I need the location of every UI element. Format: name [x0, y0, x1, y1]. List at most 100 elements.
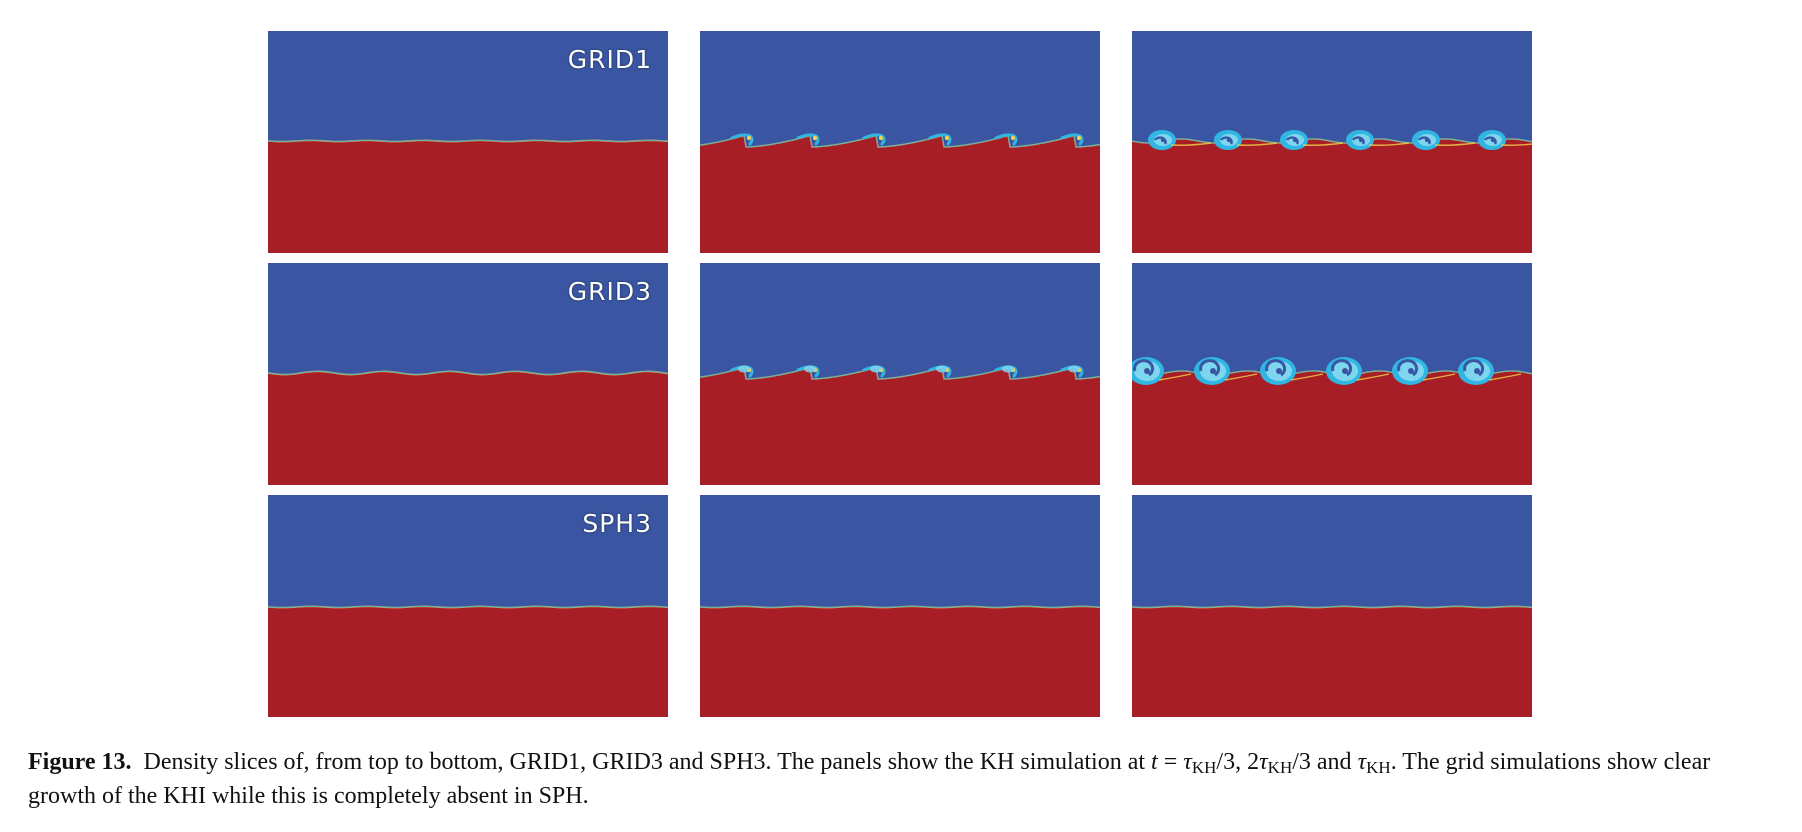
kh-vortex-roll: [1214, 130, 1278, 150]
density-slice-image: [1132, 263, 1532, 485]
vortex-eye: [1160, 137, 1166, 143]
vortex-tail: [1368, 142, 1410, 146]
vortex-tail: [1158, 373, 1192, 381]
density-slice-image: [700, 495, 1100, 717]
small-vortex: [738, 365, 750, 373]
caption-text-b: The grid simulations show clear growth o…: [28, 749, 1711, 809]
mixing-layer-cool: [700, 605, 1100, 609]
upper-fluid: [1132, 263, 1532, 375]
figure-number: Figure 13.: [28, 749, 132, 775]
vortex-tail: [1302, 142, 1344, 146]
vortex-eye: [1342, 368, 1348, 374]
vortex-eye: [1358, 137, 1364, 143]
vortex-eye: [1424, 137, 1430, 143]
caption-kh-2: KH: [1267, 758, 1293, 777]
small-vortex: [1068, 365, 1080, 373]
kh-vortex-roll: [1280, 130, 1344, 150]
kh-vortex-roll: [1132, 357, 1192, 385]
kh-vortex-roll: [1412, 130, 1476, 150]
density-slice-image: [1132, 495, 1532, 717]
mixing-layer-cool: [700, 134, 1100, 148]
simulation-panel-r2-c1: [700, 495, 1100, 717]
simulation-panel-r2-c0: SPH3: [268, 495, 668, 717]
mixing-layer-cool: [1132, 138, 1532, 144]
wave-crest: [862, 133, 886, 146]
vortex-eye: [1210, 368, 1216, 374]
caption-tau-2: τ: [1259, 749, 1268, 775]
caption-tau-3: τ: [1357, 749, 1367, 775]
wave-crest: [928, 133, 952, 146]
kh-vortex-roll: [1346, 130, 1410, 150]
upper-fluid: [1132, 495, 1532, 608]
simulation-panel-r0-c0: GRID1: [268, 31, 668, 253]
crest-core: [746, 135, 752, 141]
wave-crest: [730, 133, 754, 146]
wave-crest: [994, 133, 1018, 146]
caption-period: .: [1390, 749, 1397, 775]
vortex-spiral: [1133, 359, 1155, 377]
upper-fluid: [268, 31, 668, 142]
vortex-tail: [1356, 373, 1390, 381]
vortex-eye: [1226, 137, 1232, 143]
density-slice-image: [1132, 31, 1532, 253]
kh-vortex-roll: [1392, 357, 1456, 385]
density-slice-image: [268, 31, 668, 253]
caption-tau-1: τ: [1183, 749, 1192, 775]
wave-crest: [1060, 365, 1084, 378]
mixing-layer-cool: [268, 139, 668, 143]
vortex-spiral: [1265, 359, 1287, 377]
vortex-spiral: [1331, 359, 1353, 377]
upper-fluid: [700, 495, 1100, 608]
wave-crest: [1060, 133, 1084, 146]
density-slice-image: [700, 31, 1100, 253]
vortex-tail: [1488, 373, 1522, 381]
crest-core: [944, 135, 950, 141]
kh-vortex-roll: [1478, 130, 1532, 150]
kh-vortex-roll: [1260, 357, 1324, 385]
crest-core: [1010, 135, 1016, 141]
upper-fluid: [268, 495, 668, 608]
panel-label: GRID1: [567, 45, 652, 74]
kh-vortex-roll: [1326, 357, 1390, 385]
panel-label: GRID3: [567, 277, 652, 306]
caption-frac-2: /3 and: [1292, 749, 1352, 775]
simulation-panel-r1-c1: [700, 263, 1100, 485]
figure-grid: GRID1 GRID3 SPH3: [268, 31, 1533, 719]
caption-kh-3: KH: [1366, 758, 1391, 777]
vortex-eye: [1276, 368, 1282, 374]
crest-core: [878, 135, 884, 141]
small-vortex: [804, 365, 816, 373]
simulation-panel-r2-c2: [1132, 495, 1532, 717]
vortex-spiral: [1463, 359, 1485, 377]
vortex-tail: [1290, 373, 1324, 381]
simulation-panel-r0-c2: [1132, 31, 1532, 253]
upper-fluid: [268, 263, 668, 375]
upper-fluid: [700, 31, 1100, 147]
density-slice-image: [268, 495, 668, 717]
mixing-layer-cool: [1132, 605, 1532, 609]
density-slice-image: [700, 263, 1100, 485]
upper-fluid: [1132, 31, 1532, 143]
vortex-eye: [1474, 368, 1480, 374]
vortex-tail: [1500, 143, 1532, 146]
simulation-panel-r1-c0: GRID3: [268, 263, 668, 485]
crest-core: [812, 135, 818, 141]
caption-text-a: Density slices of, from top to bottom, G…: [143, 749, 1146, 775]
wave-crest: [796, 365, 820, 378]
wave-crest: [730, 365, 754, 378]
caption-equals: =: [1163, 749, 1178, 775]
simulation-panel-r0-c1: [700, 31, 1100, 253]
small-vortex: [1002, 365, 1014, 373]
wave-crest: [796, 133, 820, 146]
vortex-eye: [1292, 137, 1298, 143]
vortex-spiral: [1199, 359, 1221, 377]
vortex-spiral: [1397, 359, 1419, 377]
vortex-tail: [1224, 373, 1258, 381]
vortex-tail: [1236, 142, 1278, 146]
vortex-eye: [1408, 368, 1414, 374]
caption-kh-1: KH: [1191, 758, 1217, 777]
mixing-layer-cool: [268, 370, 668, 376]
vortex-tail: [1170, 142, 1212, 146]
wave-crest: [928, 365, 952, 378]
simulation-panel-r1-c2: [1132, 263, 1532, 485]
